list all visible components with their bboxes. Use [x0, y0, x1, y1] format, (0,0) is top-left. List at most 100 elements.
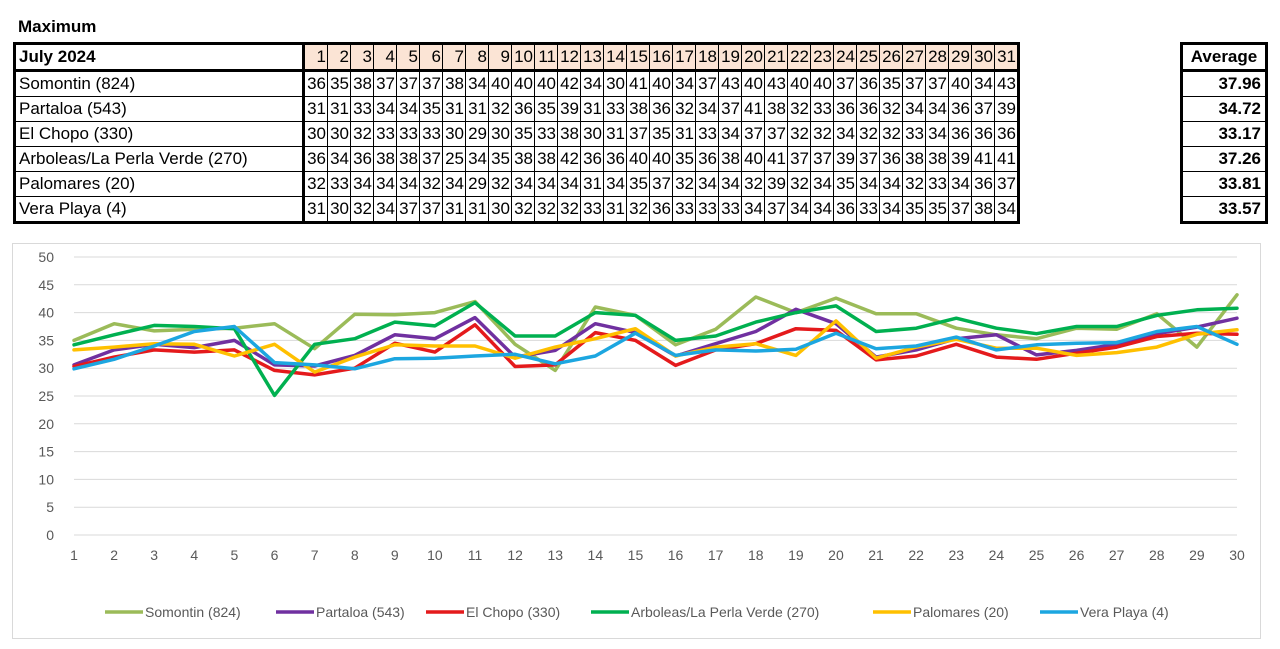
temperature-cell: 31	[442, 96, 466, 122]
temperature-cell: 30	[303, 121, 328, 147]
day-header: 5	[396, 43, 420, 72]
temperature-cell: 37	[902, 70, 926, 97]
temperature-cell: 32	[419, 171, 443, 197]
temperature-cell: 40	[511, 70, 535, 97]
day-header: 7	[442, 43, 466, 72]
temperature-cell: 32	[879, 121, 903, 147]
legend-label: Somontin (824)	[145, 604, 241, 620]
temperature-cell: 37	[856, 146, 880, 172]
temperature-cell: 32	[741, 171, 765, 197]
legend-label: Palomares (20)	[913, 604, 1009, 620]
temperature-cell: 38	[764, 96, 788, 122]
day-header: 29	[948, 43, 972, 72]
day-header: 8	[465, 43, 489, 72]
temperature-cell: 38	[534, 146, 558, 172]
temperature-cell: 33	[718, 196, 742, 223]
series-line-3	[72, 300, 1239, 398]
temperature-cell: 34	[396, 96, 420, 122]
temperature-cell: 37	[810, 146, 834, 172]
temperature-cell: 37	[695, 70, 719, 97]
temperature-cell: 32	[511, 196, 535, 223]
temperature-cell: 40	[787, 70, 811, 97]
temperature-cell: 33	[603, 96, 627, 122]
temperature-cell: 43	[994, 70, 1019, 97]
temperature-cell: 31	[465, 196, 489, 223]
temperature-cell: 40	[488, 70, 512, 97]
temperature-cell: 35	[327, 70, 351, 97]
average-row: 33.57	[1181, 196, 1267, 223]
temperature-cell: 39	[948, 146, 972, 172]
day-header: 16	[649, 43, 673, 72]
average-value: 33.81	[1181, 171, 1267, 197]
temperature-cell: 31	[303, 196, 328, 223]
x-tick-label: 7	[311, 547, 319, 563]
temperature-cell: 30	[603, 70, 627, 97]
temperature-cell: 35	[833, 171, 857, 197]
temperature-cell: 32	[902, 171, 926, 197]
temperature-cell: 32	[350, 196, 374, 223]
temperature-cell: 35	[902, 196, 926, 223]
temperature-cell: 32	[787, 171, 811, 197]
x-tick-label: 23	[948, 547, 964, 563]
temperature-cell: 34	[373, 171, 397, 197]
temperature-cell: 40	[626, 146, 650, 172]
temperature-cell: 38	[557, 121, 581, 147]
legend-label: Vera Playa (4)	[1080, 604, 1169, 620]
temperature-cell: 32	[626, 196, 650, 223]
temperature-cell: 32	[879, 96, 903, 122]
average-row: 37.26	[1181, 146, 1267, 172]
x-tick-label: 5	[231, 547, 239, 563]
x-tick-label: 18	[748, 547, 764, 563]
legend-label: Arboleas/La Perla Verde (270)	[631, 604, 819, 620]
station-name: Arboleas/La Perla Verde (270)	[14, 146, 305, 172]
day-header: 12	[557, 43, 581, 72]
x-tick-label: 6	[271, 547, 279, 563]
x-tick-label: 9	[391, 547, 399, 563]
temperature-cell: 30	[488, 196, 512, 223]
x-tick-label: 3	[150, 547, 158, 563]
x-tick-label: 10	[427, 547, 443, 563]
temperature-cell: 34	[603, 171, 627, 197]
temperature-cell: 34	[350, 171, 374, 197]
temperature-cell: 31	[580, 96, 604, 122]
temperature-cell: 39	[994, 96, 1019, 122]
temperature-cell: 34	[465, 146, 489, 172]
series-line-5	[72, 324, 1239, 371]
y-tick-label: 25	[38, 388, 54, 404]
x-tick-label: 22	[908, 547, 924, 563]
day-header: 3	[350, 43, 374, 72]
series-line-2	[72, 323, 1239, 377]
temperature-cell: 34	[902, 96, 926, 122]
temperature-cell: 37	[787, 146, 811, 172]
average-value: 34.72	[1181, 96, 1267, 122]
table-row: Partaloa (543) 31 31 33 34 34 35 31 31 32 36 35 39 31…	[14, 96, 1019, 122]
temperature-cell: 34	[948, 171, 972, 197]
temperature-cell: 36	[303, 146, 328, 172]
temperature-cell: 38	[350, 70, 374, 97]
temperature-cell: 34	[741, 196, 765, 223]
average-value: 33.57	[1181, 196, 1267, 223]
temperature-cell: 37	[764, 196, 788, 223]
temperature-cell: 36	[994, 121, 1019, 147]
temperature-cell: 33	[396, 121, 420, 147]
temperature-cell: 41	[764, 146, 788, 172]
temperature-cell: 33	[695, 121, 719, 147]
temperature-cell: 34	[442, 171, 466, 197]
chart-area: 0 5 10 15 20 25 30 35 40 45 50 1 2 3 4 5 6 7 8 9 10 11 12 13 14 1…	[12, 243, 1261, 639]
temperature-cell: 37	[373, 70, 397, 97]
day-header: 18	[695, 43, 719, 72]
temperature-cell: 34	[971, 70, 995, 97]
y-tick-label: 40	[38, 305, 54, 321]
day-header: 9	[488, 43, 512, 72]
temperature-cell: 34	[718, 171, 742, 197]
temperature-cell: 35	[649, 121, 673, 147]
temperature-cell: 31	[442, 196, 466, 223]
day-header: 4	[373, 43, 397, 72]
temperature-cell: 36	[649, 196, 673, 223]
temperature-cell: 31	[603, 121, 627, 147]
table-row: Palomares (20) 32 33 34 34 34 32 34 29 32 34 34 34 31…	[14, 171, 1019, 197]
average-table: Average 37.96 34.72 33.17 37.26 33.81 33.57	[1180, 42, 1268, 224]
temperature-cell: 40	[810, 70, 834, 97]
temperature-cell: 36	[833, 196, 857, 223]
temperature-cell: 34	[810, 171, 834, 197]
